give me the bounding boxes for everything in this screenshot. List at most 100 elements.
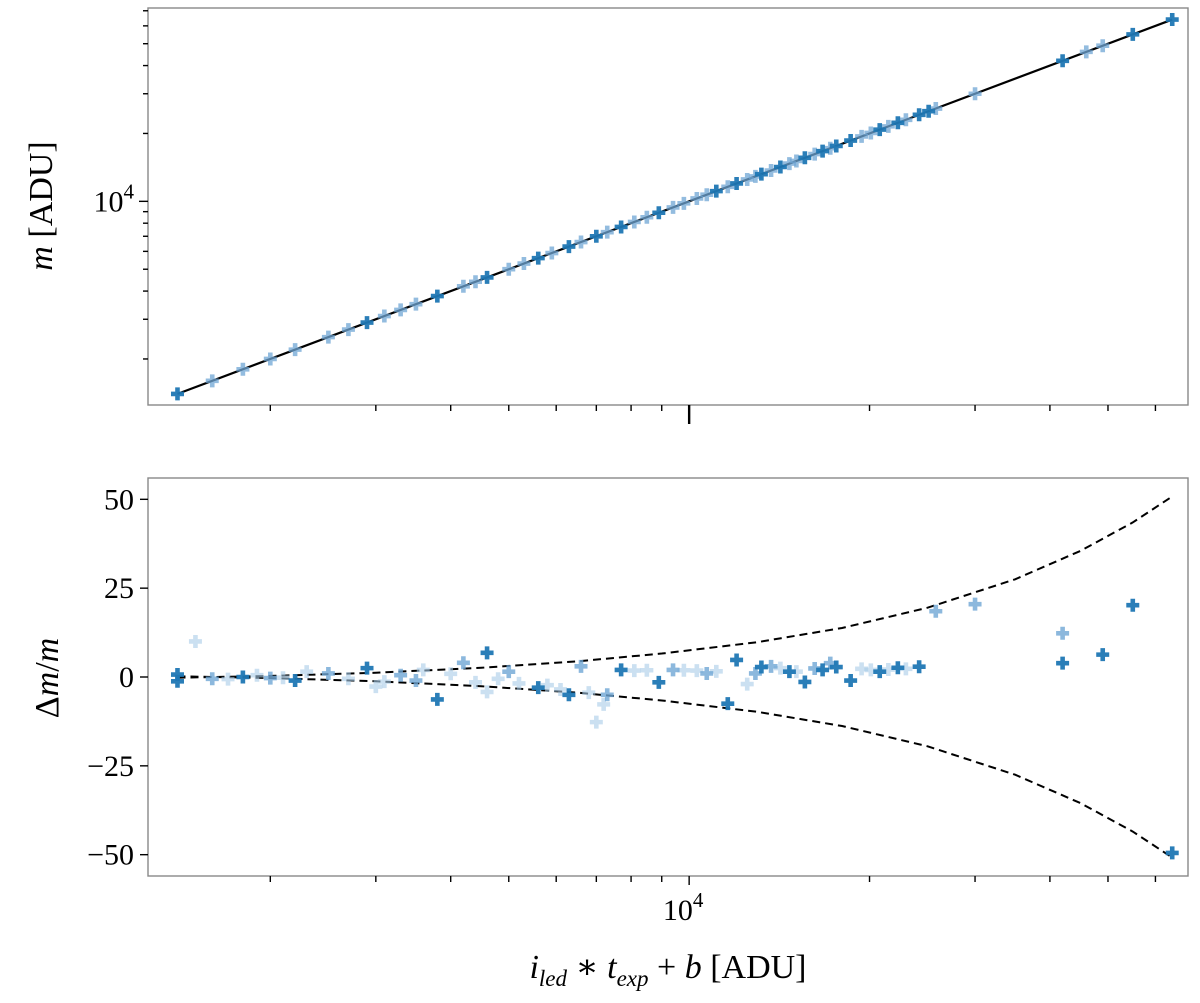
bottom-point-dark: [170, 674, 184, 688]
top-point-dark: [922, 104, 936, 118]
top-point-dark: [829, 139, 843, 153]
bottom-point-mid: [764, 659, 778, 673]
top-point-light: [740, 172, 754, 186]
bottom-point-light: [221, 672, 235, 686]
bottom-point-dark: [1056, 656, 1070, 670]
bottom-point-dark: [873, 665, 887, 679]
top-point-light: [627, 215, 641, 229]
bottom-point-light: [377, 675, 391, 689]
bottom-y-tick-label: 50: [104, 483, 134, 516]
top-point-dark: [709, 184, 723, 198]
bottom-point-light: [480, 685, 494, 699]
bottom-point-light: [740, 677, 754, 691]
top-point-dark: [589, 229, 603, 243]
top-point-light: [899, 113, 913, 127]
bottom-point-dark: [721, 697, 735, 711]
bottom-point-mid: [409, 674, 423, 688]
bottom-point-light: [512, 676, 526, 690]
bottom-point-light: [369, 680, 383, 694]
bottom-point-dark: [562, 688, 576, 702]
bottom-point-light: [773, 661, 787, 675]
bottom-point-light: [855, 662, 869, 676]
top-point-dark: [430, 289, 444, 303]
top-y-tick-label: 104: [94, 179, 135, 218]
bottom-point-dark: [891, 661, 905, 675]
top-point-light: [968, 87, 982, 101]
bottom-point-dark: [480, 646, 494, 660]
bottom-point-light: [444, 667, 458, 681]
bottom-point-dark: [754, 660, 768, 674]
bottom-point-light: [677, 663, 691, 677]
bottom-point-dark: [170, 668, 184, 682]
bottom-point-light: [627, 664, 641, 678]
top-point-light: [468, 275, 482, 289]
top-point-dark: [1165, 13, 1179, 27]
top-point-light: [321, 330, 335, 344]
bottom-point-dark: [912, 660, 926, 674]
top-point-dark: [1056, 54, 1070, 68]
top-point-light: [640, 210, 654, 224]
bottom-point-mid: [823, 656, 837, 670]
top-panel: 104 m [ADU]: [23, 7, 1189, 424]
bottom-point-light: [300, 665, 314, 679]
bottom-point-dark: [236, 670, 250, 684]
bottom-point-light: [416, 663, 430, 677]
top-point-dark: [562, 240, 576, 254]
top-point-light: [288, 343, 302, 357]
bottom-point-dark: [531, 681, 545, 695]
top-point-dark: [816, 144, 830, 158]
envelope-upper: [177, 495, 1173, 679]
top-point-light: [574, 235, 588, 249]
top-point-dark: [170, 387, 184, 401]
bottom-point-dark: [844, 674, 858, 688]
bottom-points: [170, 597, 1179, 860]
bottom-point-mid: [1056, 626, 1070, 640]
bottom-point-light: [709, 664, 723, 678]
bottom-y-tick-label: −25: [87, 750, 134, 783]
top-point-light: [690, 191, 704, 205]
bottom-point-light: [276, 671, 290, 685]
top-point-light: [205, 374, 219, 388]
top-point-light: [789, 154, 803, 168]
bottom-point-light: [899, 662, 913, 676]
bottom-point-dark: [430, 692, 444, 706]
top-point-light: [881, 119, 895, 133]
bottom-point-light: [250, 668, 264, 682]
bottom-point-mid: [321, 666, 335, 680]
bottom-y-tick-label: 25: [104, 572, 134, 605]
top-plot-frame: [147, 7, 1189, 406]
top-points: [170, 13, 1179, 401]
bottom-point-dark: [829, 660, 843, 674]
bottom-point-light: [582, 686, 596, 700]
bottom-y-tick-label: 0: [119, 661, 134, 694]
top-point-light: [782, 157, 796, 171]
bottom-point-mid: [968, 597, 982, 611]
top-point-dark: [531, 251, 545, 265]
top-point-light: [545, 246, 559, 260]
top-point-light: [764, 164, 778, 178]
bottom-y-axis-title: Δm/m: [29, 638, 66, 718]
top-point-light: [721, 180, 735, 194]
bottom-point-mid: [748, 666, 762, 680]
top-point-dark: [773, 160, 787, 174]
top-point-light: [409, 297, 423, 311]
bottom-point-dark: [730, 653, 744, 667]
bottom-y-tick-label: −50: [87, 839, 134, 872]
bottom-ticks: 104 50 25 0 −25 −50: [87, 483, 1157, 927]
bottom-x-axis-title: iled ∗ texp + b [ADU]: [529, 949, 806, 991]
bottom-point-dark: [816, 663, 830, 677]
bottom-x-tick-label: 104: [663, 888, 704, 927]
top-point-dark: [360, 316, 374, 330]
bottom-point-mid: [808, 661, 822, 675]
top-point-dark: [1126, 27, 1140, 41]
top-point-light: [502, 262, 516, 276]
bottom-point-light: [864, 663, 878, 677]
top-point-dark: [844, 134, 858, 148]
top-point-light: [666, 200, 680, 214]
top-point-light: [929, 102, 943, 116]
top-point-light: [1096, 39, 1110, 53]
top-point-light: [263, 352, 277, 366]
top-point-dark: [652, 206, 666, 220]
top-point-light: [341, 323, 355, 337]
